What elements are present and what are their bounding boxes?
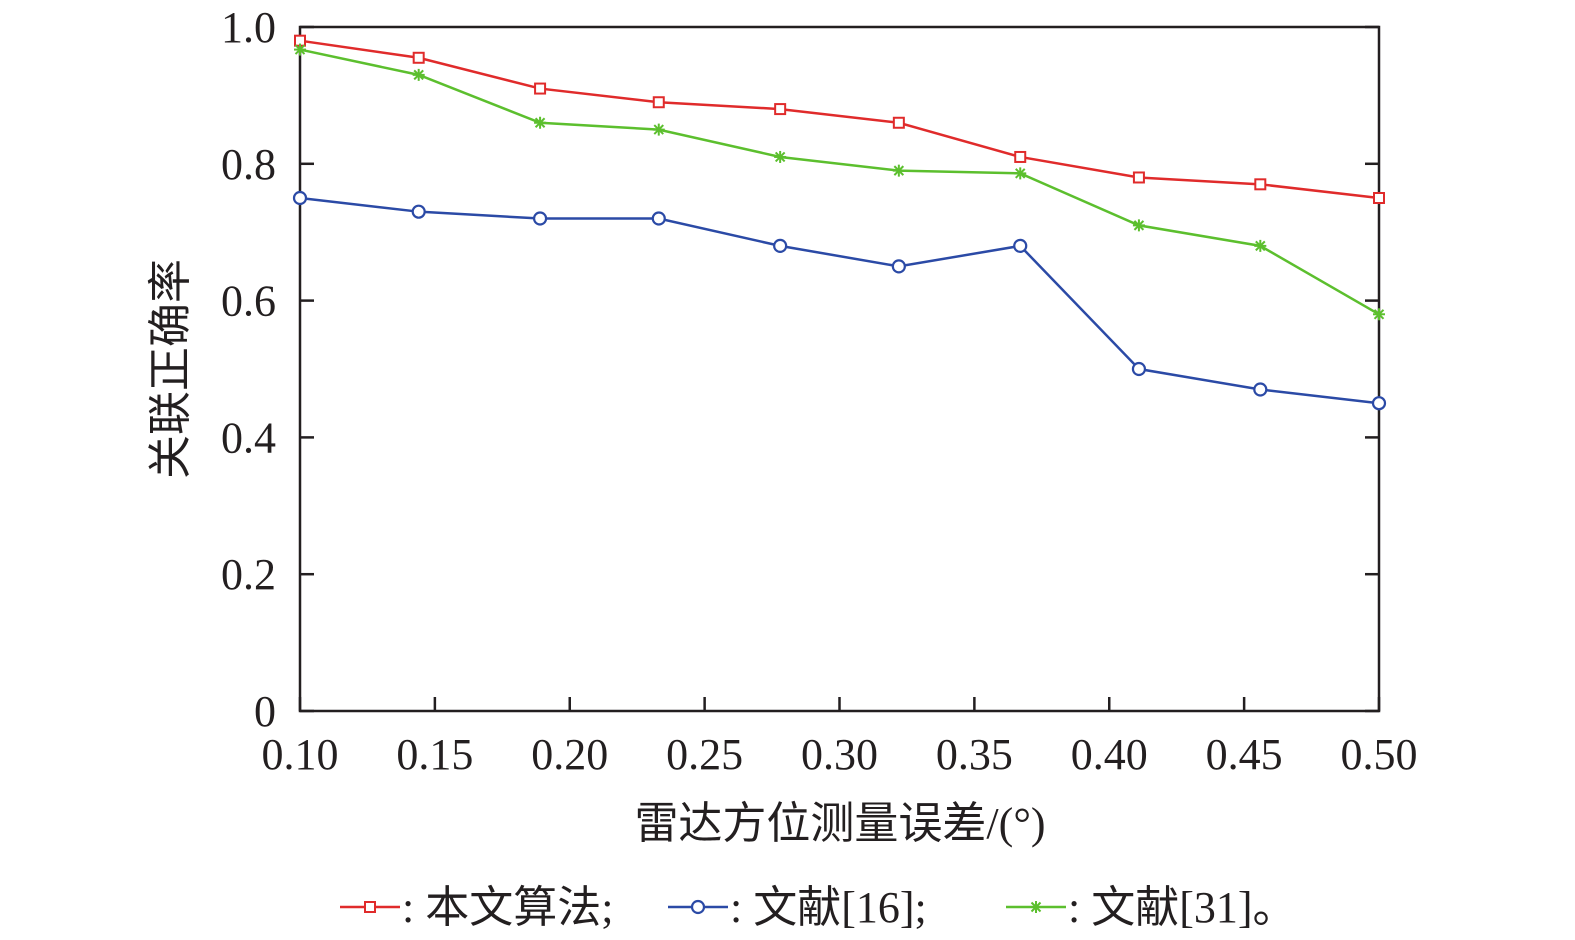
star-marker (1014, 167, 1027, 180)
circle-marker (651, 211, 666, 226)
series-line (299, 39, 1380, 200)
series-2 (292, 190, 1387, 411)
x-tick-label: 0.30 (801, 730, 878, 779)
plot-area-frame (298, 25, 1381, 713)
circle-marker (1013, 238, 1028, 253)
y-axis-label: 关联正确率 (146, 259, 195, 479)
x-tick-label: 0.50 (1341, 730, 1418, 779)
y-tick-label: 0.8 (221, 140, 276, 189)
legend: : 本文算法; : 文献[16]; : 文献[31]。 (340, 883, 1297, 932)
star-marker (892, 164, 905, 177)
square-marker (534, 82, 547, 95)
x-tick-label: 0.35 (936, 730, 1013, 779)
circle-marker (1131, 361, 1147, 377)
legend-label: : 本文算法; (402, 883, 613, 932)
x-axis-label: 雷达方位测量误差/(°) (634, 799, 1045, 848)
x-tick-label: 0.15 (396, 730, 473, 779)
square-marker (364, 901, 376, 913)
circle-marker (773, 238, 788, 253)
star-marker (1373, 308, 1385, 321)
y-tick-label: 0.4 (221, 413, 276, 462)
circle-marker (532, 211, 548, 226)
square-marker (652, 96, 665, 109)
circle-marker (1253, 382, 1268, 397)
square-marker (892, 116, 905, 129)
star-marker (1254, 239, 1267, 252)
star-marker (1132, 219, 1145, 232)
circle-marker (690, 899, 706, 915)
star-marker (534, 116, 547, 129)
star-marker (652, 123, 665, 136)
x-tick-label: 0.25 (666, 730, 743, 779)
series-1 (294, 34, 1385, 204)
circle-marker (292, 190, 308, 206)
series-line (299, 196, 1380, 405)
legend-label: : 文献[31]。 (1068, 883, 1297, 932)
star-marker (412, 68, 425, 81)
circle-marker (891, 259, 906, 274)
square-marker (412, 51, 425, 64)
star-marker (1030, 901, 1042, 913)
circle-marker (411, 204, 426, 219)
square-marker (1014, 150, 1027, 163)
square-marker (1132, 171, 1145, 184)
x-tick-label: 0.20 (531, 730, 608, 779)
x-tick-label: 0.45 (1206, 730, 1283, 779)
y-tick-label: 0.2 (221, 550, 276, 599)
square-marker (774, 103, 787, 116)
x-tick-label: 0.10 (262, 730, 339, 779)
star-marker (294, 43, 306, 56)
y-tick-label: 0 (254, 687, 276, 736)
legend-item: : 文献[16]; (668, 883, 927, 932)
square-marker (1254, 178, 1267, 191)
square-marker (1373, 192, 1385, 204)
series-3 (294, 43, 1385, 321)
legend-label: : 文献[16]; (730, 883, 927, 932)
legend-item: : 本文算法; (340, 883, 613, 932)
x-tick-label: 0.40 (1071, 730, 1148, 779)
series-line (299, 48, 1380, 316)
y-tick-label: 1.0 (221, 3, 276, 52)
y-tick-label: 0.6 (221, 277, 276, 326)
circle-marker (1371, 396, 1387, 411)
legend-item: : 文献[31]。 (1006, 883, 1297, 932)
star-marker (774, 150, 787, 163)
